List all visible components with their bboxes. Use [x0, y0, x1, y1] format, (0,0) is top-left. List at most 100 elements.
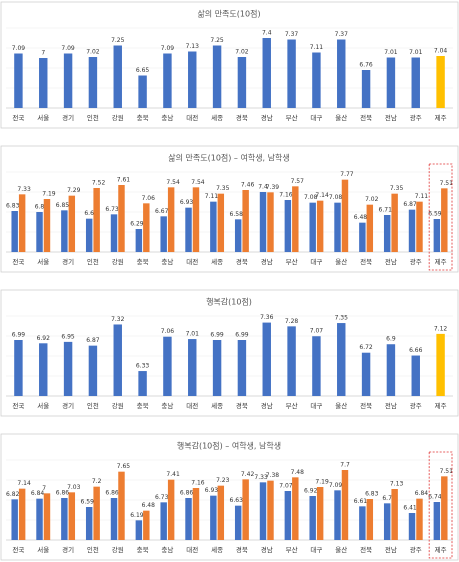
value-label: 6.76: [359, 62, 373, 69]
x-tick-label: 광주: [410, 114, 422, 122]
value-label: 7.03: [67, 484, 81, 491]
value-label: 6.86: [180, 490, 194, 497]
bar: [118, 185, 125, 252]
bar: [416, 498, 423, 540]
value-label: 6.87: [86, 337, 100, 344]
x-tick-label: 충북: [137, 401, 149, 410]
value-label: 7.09: [161, 45, 175, 52]
value-label: 7.09: [12, 45, 26, 52]
x-tick-label: 경북: [236, 113, 248, 122]
value-label: 6.41: [403, 505, 417, 512]
value-label: 7.07: [310, 328, 324, 335]
x-tick-label: 전북: [360, 113, 372, 122]
value-label: 7.35: [335, 315, 349, 322]
value-label: 6.61: [354, 498, 368, 505]
x-tick-label: 대전: [186, 257, 198, 266]
value-label: 7.25: [111, 37, 125, 44]
bar: [287, 326, 296, 396]
bar: [110, 214, 118, 252]
x-tick-label: 경북: [236, 257, 248, 266]
bar: [192, 187, 200, 252]
value-label: 7.11: [310, 44, 324, 51]
x-tick-label: 전남: [385, 113, 397, 122]
x-tick-label: 경남: [261, 401, 273, 410]
bar: [210, 495, 217, 540]
value-label: 7.51: [440, 180, 454, 187]
bar: [167, 479, 175, 540]
value-label: 7.37: [335, 31, 349, 38]
x-tick-label: 서울: [37, 545, 49, 554]
bar: [366, 499, 374, 540]
value-label: 6.86: [56, 490, 70, 497]
value-label: 6.33: [136, 363, 150, 370]
x-tick-label: 제주: [435, 114, 447, 122]
value-label: 6.83: [365, 491, 379, 498]
x-tick-label: 서울: [37, 401, 49, 410]
bar: [361, 352, 371, 396]
bar: [138, 75, 147, 108]
value-label: 7.48: [291, 469, 305, 476]
bar: [386, 344, 396, 396]
x-tick-label: 경북: [236, 545, 248, 554]
value-label: 6.29: [130, 221, 144, 228]
bar: [11, 499, 18, 540]
x-tick-label: 경기: [62, 257, 74, 266]
value-label: 7.32: [111, 316, 125, 323]
x-tick-label: 경기: [62, 545, 74, 554]
bar: [237, 340, 247, 396]
x-tick-label: 전북: [360, 401, 372, 410]
value-label: 6.19: [130, 512, 144, 519]
value-label: 6.59: [81, 499, 95, 506]
bar: [284, 491, 292, 540]
highlight-box: [428, 163, 453, 271]
value-label: 7.08: [329, 194, 343, 201]
bar: [135, 229, 143, 252]
bar: [14, 53, 23, 108]
x-tick-label: 전북: [360, 545, 372, 554]
value-label: 6.48: [142, 502, 156, 509]
value-label: 7.19: [42, 191, 56, 198]
panel-frame: [0, 1, 459, 129]
value-label: 7.54: [191, 179, 205, 186]
x-tick-label: 충남: [161, 257, 173, 266]
bar: [39, 343, 48, 396]
value-label: 7.7: [340, 462, 350, 469]
x-tick-label: 울산: [335, 113, 347, 122]
bar: [11, 211, 18, 252]
bar: [93, 188, 100, 252]
bar: [312, 52, 321, 108]
value-label: 7.52: [92, 180, 106, 187]
value-label: 7.77: [340, 171, 354, 178]
bar: [334, 490, 341, 540]
x-tick-label: 전국: [12, 113, 24, 122]
value-label: 7.12: [434, 325, 448, 332]
bar: [210, 201, 217, 252]
value-label: 7.41: [166, 471, 180, 478]
bar: [316, 487, 324, 540]
x-tick-label: 광주: [410, 402, 422, 410]
bar: [217, 193, 225, 252]
bar: [113, 324, 122, 396]
x-tick-label: 부산: [286, 257, 298, 266]
value-label: 7.39: [266, 184, 280, 191]
value-label: 7.04: [434, 48, 448, 55]
bar: [391, 193, 398, 252]
value-label: 6.99: [210, 332, 224, 339]
value-label: 7.09: [61, 45, 75, 52]
value-label: 7.02: [365, 196, 379, 203]
x-tick-label: 충북: [137, 257, 149, 266]
value-label: 6.66: [409, 347, 423, 354]
value-label: 6.99: [12, 332, 26, 339]
value-label: 7.11: [415, 193, 429, 200]
x-tick-label: 서울: [37, 113, 49, 122]
value-label: 7.01: [186, 331, 200, 338]
value-label: 6.8: [35, 204, 45, 211]
value-label: 6.99: [235, 332, 249, 339]
x-tick-label: 경남: [261, 113, 273, 122]
bar: [433, 502, 441, 540]
x-tick-label: 대구: [310, 546, 322, 554]
bar: [118, 471, 125, 540]
bar: [110, 498, 118, 540]
bar: [383, 503, 391, 540]
